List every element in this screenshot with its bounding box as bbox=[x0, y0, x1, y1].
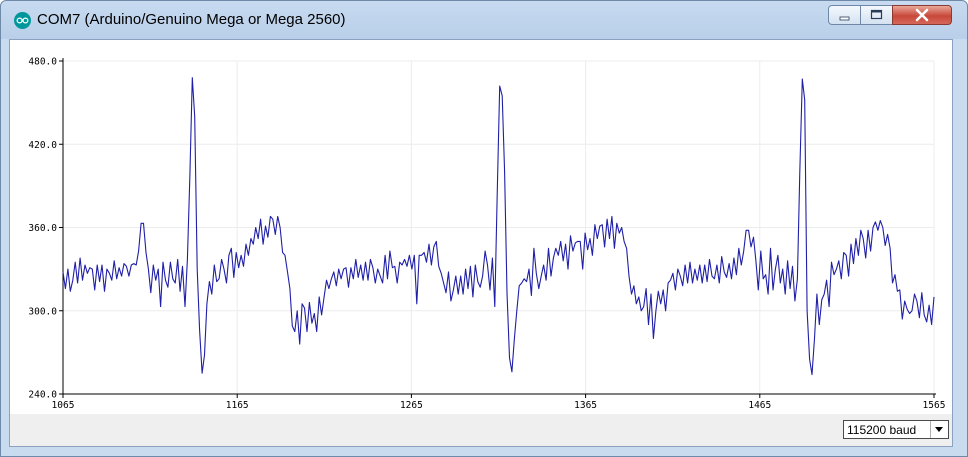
footer-bar: 115200 baud bbox=[10, 414, 952, 446]
minimize-icon bbox=[839, 16, 850, 21]
y-tick-label: 360.0 bbox=[28, 223, 57, 234]
x-tick-label: 1465 bbox=[748, 400, 771, 411]
baud-rate-value: 115200 baud bbox=[847, 423, 917, 437]
maximize-icon bbox=[870, 9, 883, 20]
title-bar[interactable]: COM7 (Arduino/Genuino Mega or Mega 2560) bbox=[1, 1, 967, 39]
y-tick-label: 240.0 bbox=[28, 390, 57, 401]
arduino-logo-icon bbox=[14, 12, 31, 29]
minimize-button[interactable] bbox=[828, 5, 861, 25]
plotter-client-area: 480.0 420.0 360.0 300.0 240.0 1065 1165 1265 136… bbox=[9, 39, 953, 447]
close-button[interactable] bbox=[892, 5, 952, 25]
close-icon bbox=[915, 8, 929, 22]
y-tick-label: 480.0 bbox=[28, 57, 57, 68]
x-tick-label: 1365 bbox=[574, 400, 597, 411]
x-tick-label: 1265 bbox=[400, 400, 423, 411]
maximize-button[interactable] bbox=[860, 5, 893, 25]
y-tick-label: 420.0 bbox=[28, 140, 57, 151]
x-tick-label: 1565 bbox=[923, 400, 946, 411]
chevron-down-icon[interactable] bbox=[930, 421, 948, 438]
plot-area: 480.0 420.0 360.0 300.0 240.0 1065 1165 1265 136… bbox=[10, 40, 952, 414]
window-title: COM7 (Arduino/Genuino Mega or Mega 2560) bbox=[37, 11, 346, 28]
x-tick-label: 1065 bbox=[52, 400, 75, 411]
y-tick-label: 300.0 bbox=[28, 306, 57, 317]
series-line bbox=[62, 77, 935, 376]
x-tick-label: 1165 bbox=[226, 400, 249, 411]
baud-rate-select[interactable]: 115200 baud bbox=[843, 420, 949, 439]
